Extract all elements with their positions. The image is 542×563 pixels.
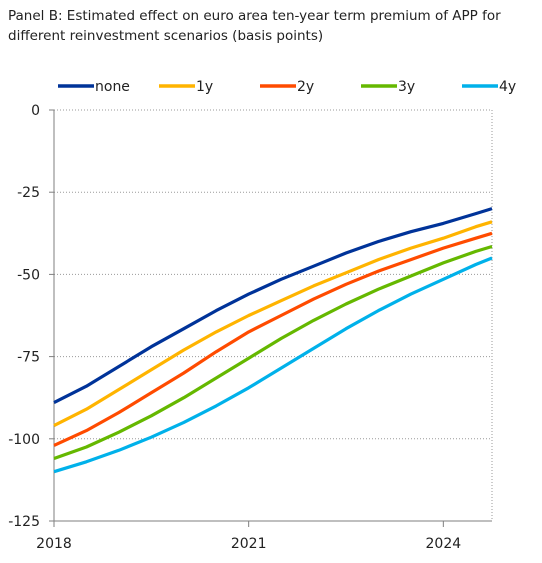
legend-label-1y: 1y [196,79,213,95]
series-line-3y [53,244,493,461]
y-tick-label: -50 [17,267,40,283]
y-tick-label: -25 [17,185,40,201]
series-line-2y [53,231,493,447]
legend-label-none: none [95,79,130,95]
legend-label-2y: 2y [297,79,314,95]
grid-lines [54,109,493,521]
y-tick-label: -75 [17,350,40,366]
legend-label-3y: 3y [398,79,415,95]
x-tick-label: 2024 [426,536,462,552]
series-lines [53,207,493,474]
y-tick-label: -100 [8,432,40,448]
axes: 0 -25 -50 -75 -100 -125 2018 2021 2024 [8,103,492,552]
y-tick-label: -125 [8,514,40,530]
series-line-4y [53,256,493,474]
chart-title: Panel B: Estimated effect on euro area t… [8,8,501,44]
x-tick-label: 2018 [36,536,72,552]
series-line-none [53,207,493,405]
legend: none 1y 2y 3y 4y [58,79,516,95]
x-tick-label: 2021 [231,536,267,552]
legend-label-4y: 4y [499,79,516,95]
y-tick-label: 0 [31,103,40,119]
series-line-1y [53,220,493,428]
